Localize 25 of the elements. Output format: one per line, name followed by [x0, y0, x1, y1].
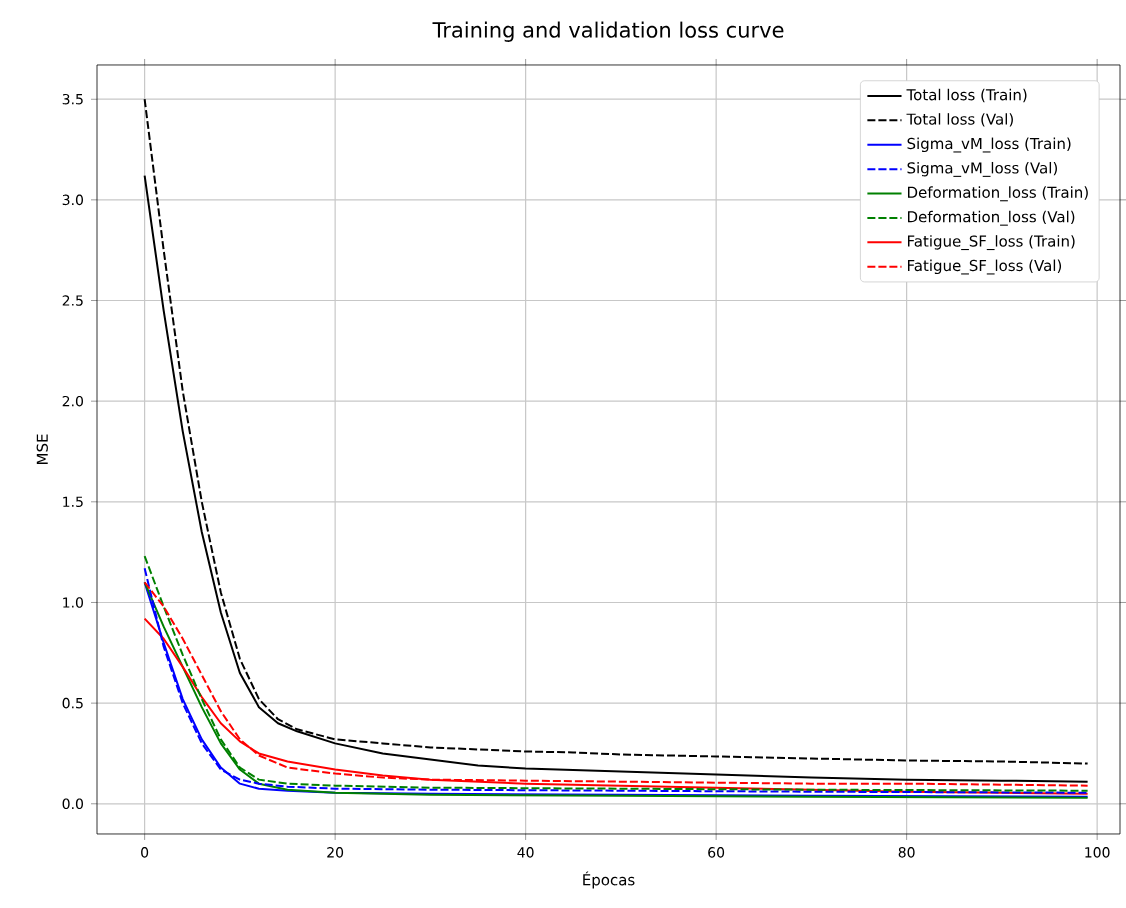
x-tick-label: 40 — [517, 847, 534, 858]
y-tick-label: 0.0 — [62, 798, 83, 810]
legend-label: Fatigue_SF_loss (Val) — [908, 259, 1062, 275]
y-tick-label: 0.5 — [62, 697, 83, 709]
legend-label: Total loss (Val) — [906, 113, 1013, 127]
x-axis-title: Épocas — [583, 871, 635, 889]
y-axis-title: MSE — [36, 434, 48, 464]
x-tick-label: 0 — [141, 847, 149, 858]
legend-label: Deformation_loss (Train) — [908, 186, 1088, 202]
x-tick-label: 20 — [327, 847, 344, 858]
x-tick-label: 80 — [898, 847, 915, 858]
y-tick-label: 2.5 — [62, 295, 83, 306]
y-tick-label: 1.5 — [63, 496, 83, 508]
y-tick-label: 2.0 — [62, 395, 83, 407]
chart-title: Training and validation loss curve — [432, 21, 784, 42]
y-tick-label: 3.5 — [62, 93, 83, 105]
legend-label: Fatigue_SF_loss (Train) — [908, 235, 1075, 251]
legend-label: Sigma_vM_loss (Train) — [907, 137, 1071, 153]
y-tick-label: 1.0 — [63, 597, 83, 608]
x-tick-label: 60 — [708, 847, 725, 858]
x-tick-label: 100 — [1085, 847, 1110, 858]
legend-label: Sigma_vM_loss (Val) — [907, 161, 1057, 177]
legend-label: Deformation_loss (Val) — [908, 210, 1075, 226]
y-tick-label: 3.0 — [62, 194, 83, 206]
legend-label: Total loss (Train) — [906, 88, 1027, 103]
